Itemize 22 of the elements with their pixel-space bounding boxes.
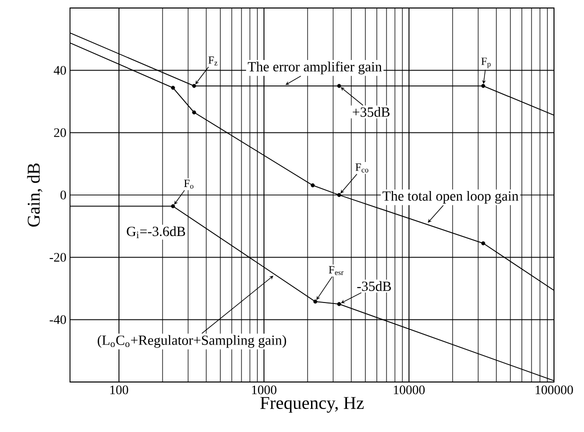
annotation: F$_{p}$ [481, 58, 491, 68]
annotation: F$_{o}$ [184, 180, 194, 189]
annotation: F$_{esr}$ [328, 266, 344, 276]
y-tick-label: 0 [60, 190, 66, 200]
x-tick-label: 10000 [394, 386, 425, 394]
y-tick-label: -40 [50, 315, 66, 324]
annotation: The total open loop gain [382, 190, 518, 204]
annotation: (L$_{o}$C$_{o}$+Regulator+Sampling gain) [98, 335, 286, 348]
x-tick-label: 1000 [252, 386, 276, 394]
x-tick-label: 100000 [536, 386, 573, 394]
y-axis-title: Gain, dB [27, 163, 42, 227]
x-axis-title: Frequency, Hz [260, 397, 364, 413]
annotation: The error amplifier gain [248, 61, 382, 74]
annotation: F$_{z}$ [208, 56, 218, 66]
annotation: F$_{co}$ [356, 164, 368, 172]
annotation: G$_{i}$=-3.6dB [126, 226, 186, 238]
annotation: -35dB [357, 281, 391, 291]
y-tick-label: -20 [50, 252, 66, 262]
x-tick-label: 100 [110, 386, 128, 394]
y-tick-label: 20 [54, 128, 66, 138]
y-tick-label: 40 [54, 66, 66, 75]
annotation: +35dB [352, 106, 390, 117]
